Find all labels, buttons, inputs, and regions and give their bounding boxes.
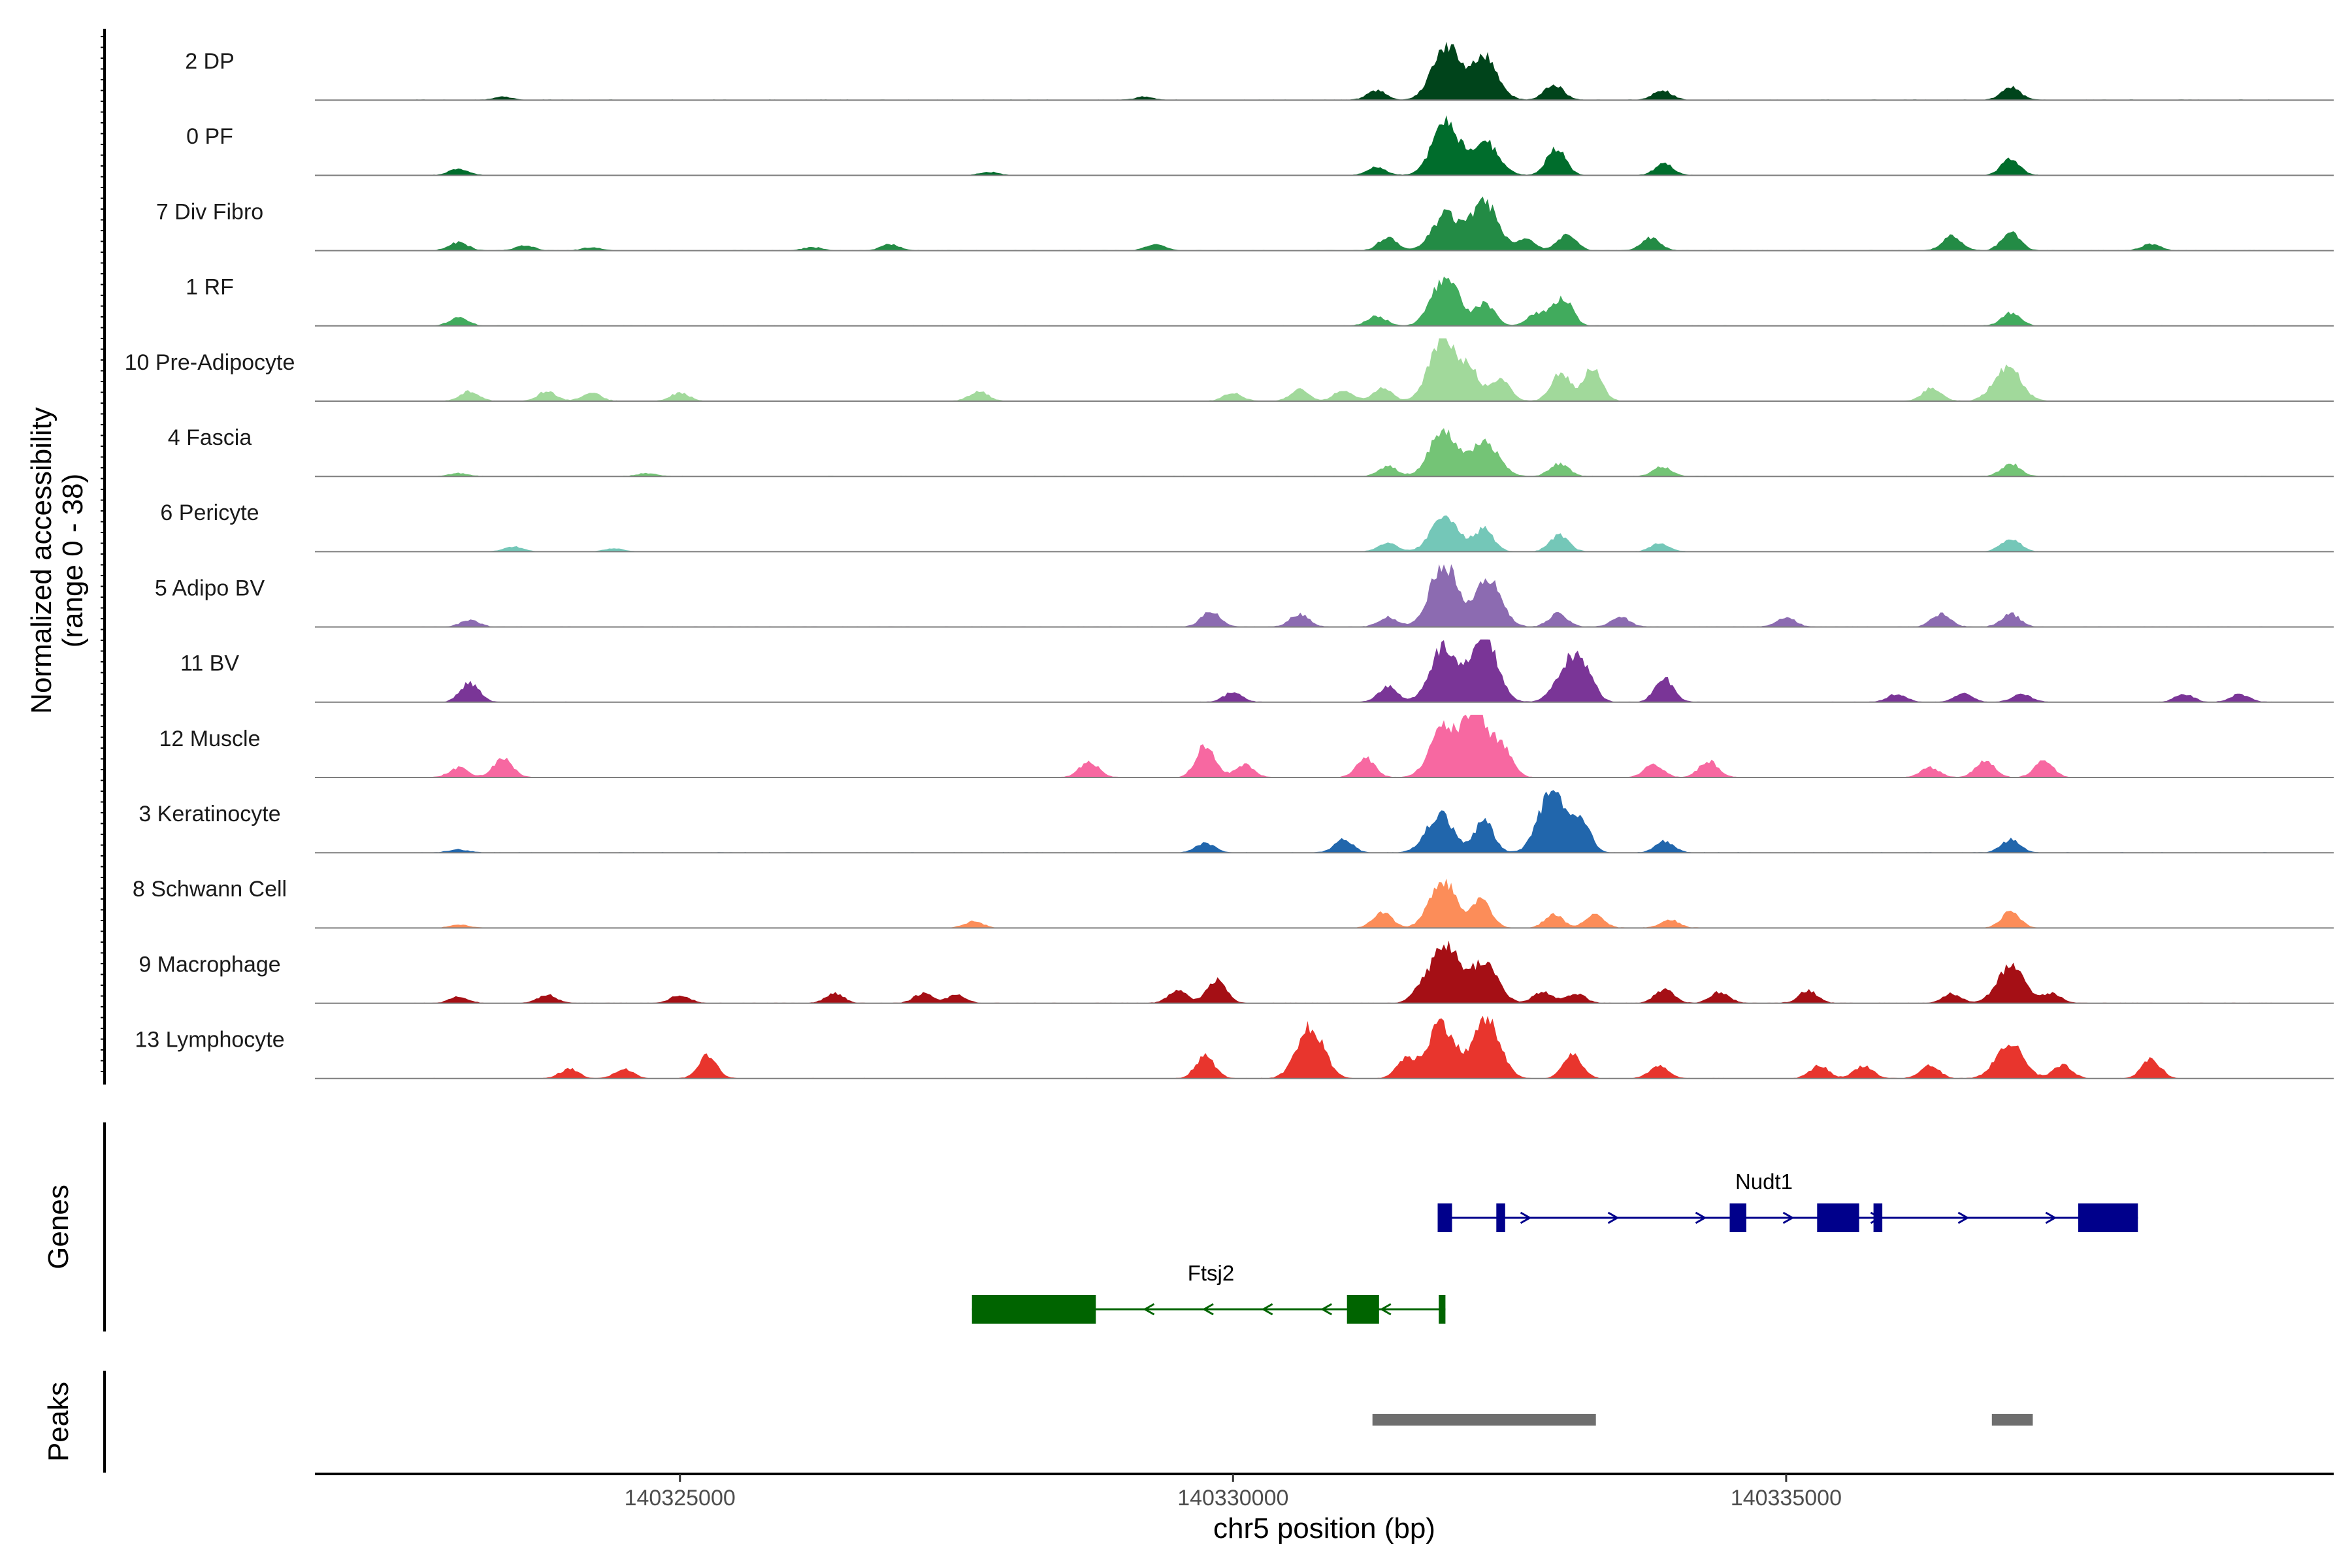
track-13-lymphocyte: 13 Lymphocyte <box>135 1015 2334 1079</box>
gene-exon <box>1437 1203 1452 1232</box>
gene-exon <box>1817 1203 1859 1232</box>
strand-arrow <box>1320 1303 1332 1316</box>
genes-panel-label: Genes <box>42 1184 74 1269</box>
peak-region <box>1991 1414 2033 1426</box>
x-axis-ticks: 140325000 140330000 140335000 <box>625 1474 1842 1511</box>
gene-exon <box>1873 1203 1883 1232</box>
x-tick-label: 140335000 <box>1731 1486 1842 1511</box>
y-axis-ticks <box>101 36 105 1072</box>
track-3-keratinocyte: 3 Keratinocyte <box>139 790 2334 854</box>
x-tick-label: 140330000 <box>1177 1486 1288 1511</box>
gene-exon <box>1729 1203 1746 1232</box>
gene-exon <box>972 1295 1096 1324</box>
strand-arrow <box>2045 1211 2057 1224</box>
track-label: 13 Lymphocyte <box>135 1028 284 1053</box>
track-label: 8 Schwann Cell <box>133 877 287 902</box>
track-1-rf: 1 RF <box>186 275 2334 327</box>
track-label: 5 Adipo BV <box>155 576 265 600</box>
strand-arrow <box>1782 1211 1795 1224</box>
strand-arrow <box>1202 1303 1214 1316</box>
strand-arrow <box>1957 1211 1970 1224</box>
track-2-dp: 2 DP <box>185 41 2334 101</box>
coverage-area <box>414 41 2273 101</box>
gene-ftsj2: Ftsj2 <box>972 1261 1446 1324</box>
peak-track <box>1372 1414 2033 1426</box>
coverage-area <box>414 940 2273 1004</box>
peaks-panel-label: Peaks <box>42 1382 74 1462</box>
gene-exon <box>2078 1203 2138 1232</box>
strand-arrow <box>1520 1211 1532 1224</box>
track-label: 12 Muscle <box>159 727 261 751</box>
track-label: 3 Keratinocyte <box>139 802 280 826</box>
track-6-pericyte: 6 Pericyte <box>160 500 2334 553</box>
gene-label: Ftsj2 <box>1188 1261 1235 1285</box>
coverage-area <box>414 564 2273 627</box>
track-9-macrophage: 9 Macrophage <box>139 940 2334 1004</box>
track-0-pf: 0 PF <box>186 115 2334 176</box>
track-label: 10 Pre-Adipocyte <box>125 350 295 375</box>
strand-arrow <box>1261 1303 1273 1316</box>
gene-exon <box>1496 1203 1505 1232</box>
coverage-area <box>414 878 2273 928</box>
gene-track: Nudt1 Ftsj2 <box>972 1169 2138 1324</box>
track-label: 1 RF <box>186 275 234 300</box>
gene-label: Nudt1 <box>1735 1169 1793 1194</box>
track-label: 7 Div Fibro <box>156 199 263 224</box>
track-label: 4 Fascia <box>168 425 252 450</box>
track-11-bv: 11 BV <box>180 639 2334 703</box>
coverage-area <box>414 276 2273 326</box>
track-label: 6 Pericyte <box>160 500 259 525</box>
y-axis-range: (range 0 - 38) <box>57 474 89 648</box>
track-label: 9 Macrophage <box>139 952 280 977</box>
coverage-area <box>414 338 2273 401</box>
coverage-area <box>414 790 2273 853</box>
strand-arrow <box>1379 1303 1392 1316</box>
x-tick-label: 140325000 <box>625 1486 736 1511</box>
strand-arrow <box>1695 1211 1707 1224</box>
track-label: 11 BV <box>180 651 239 676</box>
coverage-area <box>414 428 2273 477</box>
coverage-area <box>414 639 2273 702</box>
strand-arrow <box>1607 1211 1620 1224</box>
track-5-adipo-bv: 5 Adipo BV <box>155 564 2334 628</box>
gene-exon <box>1347 1295 1379 1324</box>
track-10-pre-adipocyte: 10 Pre-Adipocyte <box>125 338 2334 402</box>
strand-arrow <box>1143 1303 1155 1316</box>
peak-region <box>1372 1414 1596 1426</box>
coverage-area <box>414 115 2273 176</box>
coverage-area <box>414 515 2273 552</box>
track-8-schwann-cell: 8 Schwann Cell <box>133 877 2334 929</box>
track-label: 0 PF <box>186 124 233 149</box>
track-7-div-fibro: 7 Div Fibro <box>156 196 2334 252</box>
x-axis-title: chr5 position (bp) <box>1213 1512 1435 1544</box>
track-label: 2 DP <box>185 49 235 74</box>
y-axis-title: Normalized accessibility <box>25 407 57 713</box>
coverage-area <box>414 715 2273 777</box>
gene-exon <box>1439 1295 1446 1324</box>
track-4-fascia: 4 Fascia <box>168 425 2334 478</box>
coverage-tracks: 2 DP 0 PF 7 Div Fibro 1 RF 10 Pre-Adipocyte 4… <box>125 41 2334 1079</box>
coverage-area <box>414 196 2273 251</box>
track-12-muscle: 12 Muscle <box>159 715 2334 778</box>
coverage-area <box>414 1015 2273 1079</box>
gene-nudt1: Nudt1 <box>1437 1169 2138 1232</box>
